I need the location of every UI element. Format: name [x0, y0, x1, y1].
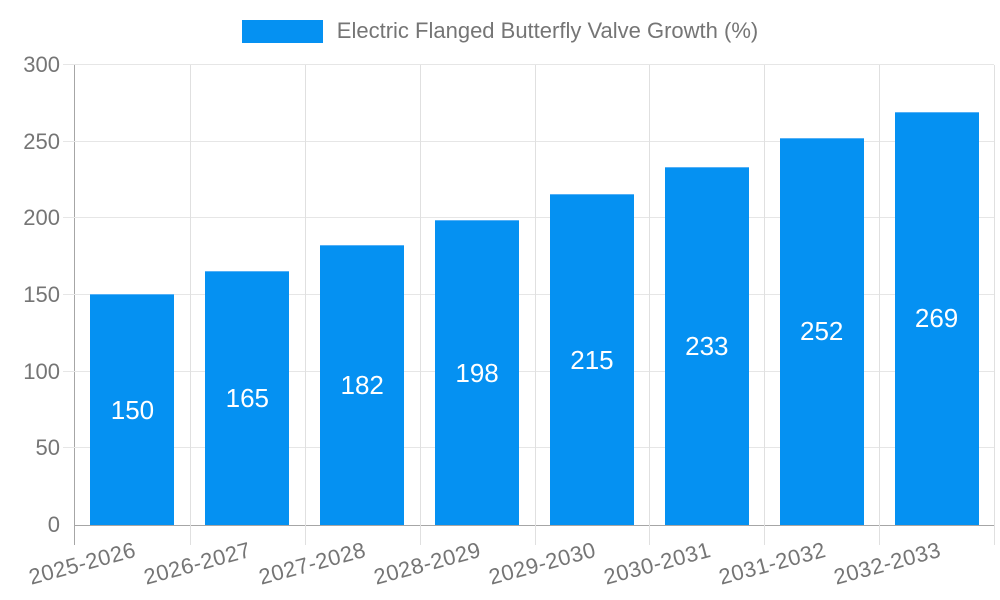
x-gridline: [879, 65, 881, 545]
x-gridline: [994, 65, 995, 545]
y-gridline: [63, 140, 994, 142]
plot-area: 0 50 100 150 200 250 300 150 2025-2026 165 2026-20…: [23, 52, 995, 590]
y-gridline: [63, 217, 994, 219]
bar[interactable]: 233: [664, 166, 749, 525]
y-gridline: [63, 64, 994, 65]
bar[interactable]: 182: [320, 244, 405, 525]
bar[interactable]: 215: [549, 194, 634, 525]
bar-value-label: 150: [110, 394, 155, 425]
bar-value-label: 252: [799, 316, 844, 347]
y-tick-label: 0: [47, 512, 60, 537]
y-axis-tick-extension: [74, 525, 75, 545]
bar[interactable]: 198: [435, 220, 520, 525]
y-gridline: [63, 447, 994, 449]
bar-value-label: 233: [685, 330, 729, 361]
x-gridline: [649, 65, 651, 545]
x-gridline: [764, 65, 766, 545]
bar[interactable]: 252: [779, 137, 864, 525]
x-gridline: [534, 65, 536, 545]
bar-value-label: 215: [570, 344, 614, 375]
x-gridline: [419, 65, 421, 545]
x-gridline: [189, 65, 191, 545]
y-gridline: [63, 370, 994, 372]
legend-swatch: [241, 19, 323, 43]
bar-value-label: 269: [914, 303, 959, 334]
y-tick-label: 50: [35, 435, 60, 461]
bar-value-label: 198: [455, 357, 499, 388]
bar-value-label: 165: [225, 383, 269, 413]
y-tick-label: 150: [23, 282, 60, 307]
y-tick-label: 100: [23, 358, 60, 384]
chart-legend: Electric Flanged Butterfly Valve Growth …: [0, 18, 1000, 44]
y-tick-label: 250: [23, 128, 60, 154]
bar[interactable]: 150: [90, 294, 175, 525]
bar[interactable]: 165: [205, 271, 290, 525]
y-tick-label: 300: [23, 52, 60, 77]
y-tick-label: 200: [23, 205, 60, 231]
y-gridline: [63, 294, 994, 295]
x-gridline: [304, 65, 306, 545]
bar[interactable]: 269: [894, 111, 979, 525]
bar-value-label: 182: [340, 369, 384, 400]
legend-label: Electric Flanged Butterfly Valve Growth …: [336, 18, 759, 43]
